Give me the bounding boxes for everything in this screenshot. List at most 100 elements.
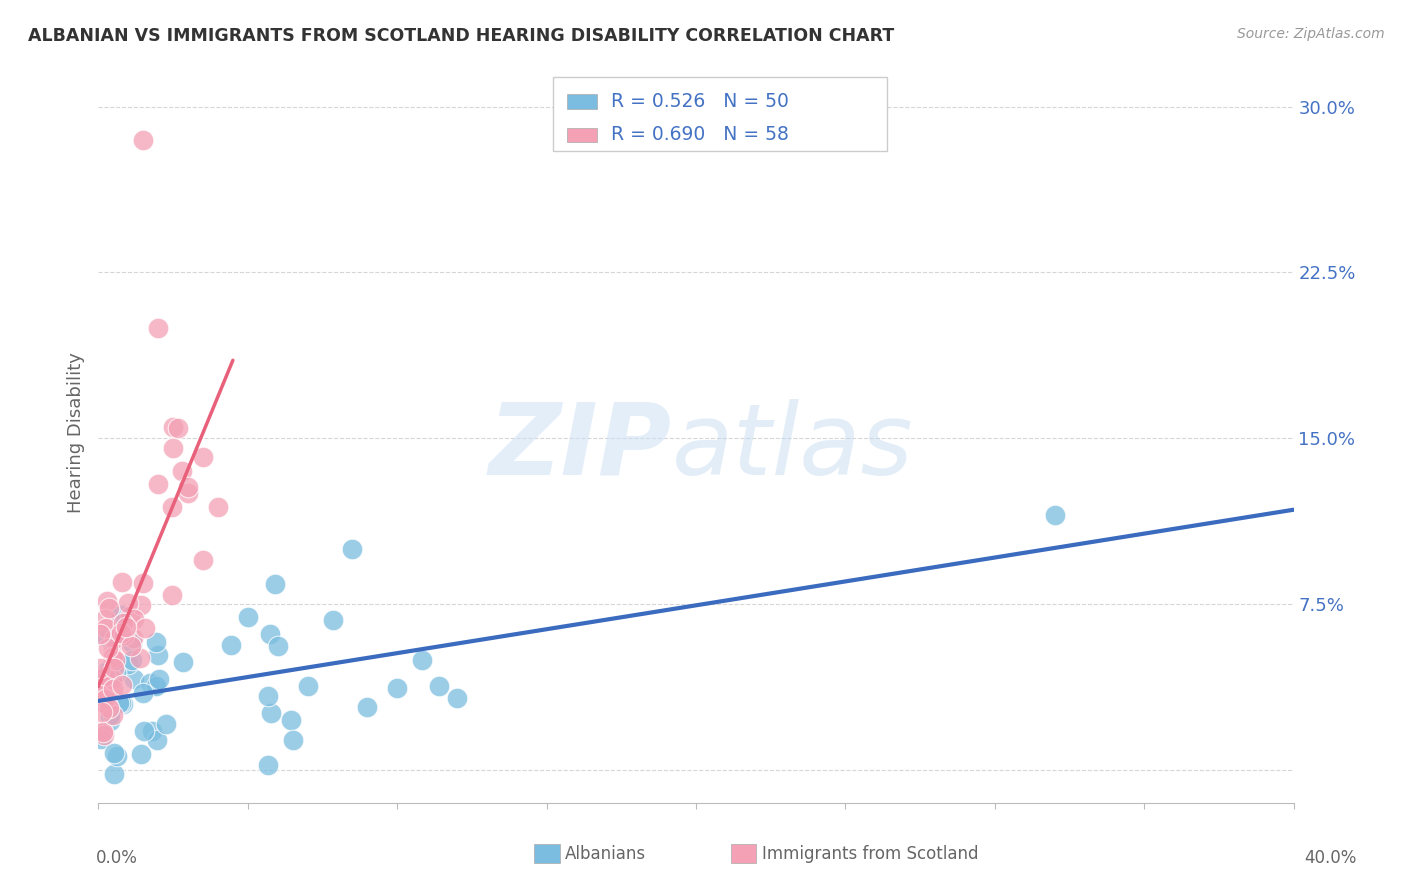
Point <box>96 697 118 711</box>
Point <box>90 694 112 708</box>
Point <box>94 621 117 635</box>
Point <box>89 627 111 641</box>
Point <box>132 576 155 591</box>
Point <box>117 657 139 671</box>
Point <box>124 612 146 626</box>
Point <box>129 651 152 665</box>
Point <box>101 644 124 658</box>
Point <box>283 733 305 747</box>
Point <box>177 486 200 500</box>
Point <box>91 725 114 739</box>
Text: 0.0%: 0.0% <box>96 849 138 867</box>
Point <box>90 705 112 719</box>
Text: R = 0.526   N = 50: R = 0.526 N = 50 <box>612 92 789 112</box>
Point <box>110 696 132 710</box>
Point <box>162 442 184 456</box>
Point <box>257 689 280 703</box>
Point <box>411 653 433 667</box>
Point <box>191 552 214 566</box>
Point <box>111 678 134 692</box>
Point <box>139 676 162 690</box>
Point <box>117 595 139 609</box>
Point <box>96 630 118 644</box>
Text: Immigrants from Scotland: Immigrants from Scotland <box>762 845 979 863</box>
Point <box>177 480 200 494</box>
Point <box>112 697 135 711</box>
Point <box>98 708 121 723</box>
Y-axis label: Hearing Disability: Hearing Disability <box>66 352 84 513</box>
Point <box>162 420 184 434</box>
Bar <box>567 128 596 143</box>
Point <box>148 648 170 663</box>
Point <box>172 656 194 670</box>
Point <box>103 746 125 760</box>
Point <box>105 749 128 764</box>
Point <box>121 636 143 650</box>
Point <box>96 594 118 608</box>
Point <box>103 767 125 781</box>
Point <box>101 707 124 722</box>
Point <box>112 627 135 641</box>
Point <box>207 500 229 514</box>
Point <box>89 688 111 702</box>
Point <box>103 660 125 674</box>
Point <box>167 421 190 435</box>
Text: Source: ZipAtlas.com: Source: ZipAtlas.com <box>1237 27 1385 41</box>
Point <box>110 608 132 623</box>
Point <box>148 320 170 334</box>
FancyBboxPatch shape <box>553 78 887 152</box>
Point <box>104 665 127 680</box>
Point <box>160 500 183 514</box>
Point <box>90 732 112 747</box>
Point <box>356 700 378 714</box>
Point <box>112 628 135 642</box>
Point <box>145 635 167 649</box>
Point <box>103 681 125 696</box>
Point <box>91 679 114 693</box>
Point <box>129 747 152 761</box>
Point <box>148 477 170 491</box>
Point <box>129 598 152 612</box>
Point <box>93 692 115 706</box>
Point <box>121 653 143 667</box>
Text: Albanians: Albanians <box>565 845 647 863</box>
Point <box>93 728 115 742</box>
Point <box>97 640 120 655</box>
Point <box>219 638 242 652</box>
Point <box>98 700 121 714</box>
Point <box>114 620 136 634</box>
Point <box>98 601 121 615</box>
Point <box>98 714 121 729</box>
Point <box>259 626 281 640</box>
Bar <box>567 95 596 109</box>
Point <box>90 724 112 739</box>
Point <box>145 679 167 693</box>
Text: ZIP: ZIP <box>489 399 672 496</box>
Text: 40.0%: 40.0% <box>1305 849 1357 867</box>
Text: atlas: atlas <box>672 399 914 496</box>
Point <box>148 673 170 687</box>
Point <box>96 691 118 706</box>
Point <box>89 661 111 675</box>
Point <box>110 625 132 640</box>
Point <box>146 732 169 747</box>
Point <box>100 672 122 686</box>
Point <box>427 679 450 693</box>
Point <box>342 541 364 556</box>
Point <box>120 608 142 623</box>
Point <box>155 717 177 731</box>
Point <box>145 678 167 692</box>
Point <box>322 613 344 627</box>
Point <box>89 673 111 687</box>
Text: ALBANIAN VS IMMIGRANTS FROM SCOTLAND HEARING DISABILITY CORRELATION CHART: ALBANIAN VS IMMIGRANTS FROM SCOTLAND HEA… <box>28 27 894 45</box>
Point <box>280 713 302 727</box>
Point <box>172 464 194 478</box>
Point <box>191 450 214 464</box>
Point <box>103 650 125 665</box>
Point <box>104 653 127 667</box>
Point <box>385 681 409 696</box>
Point <box>297 679 319 693</box>
Point <box>446 690 468 705</box>
Point <box>111 574 134 589</box>
Point <box>111 615 134 630</box>
